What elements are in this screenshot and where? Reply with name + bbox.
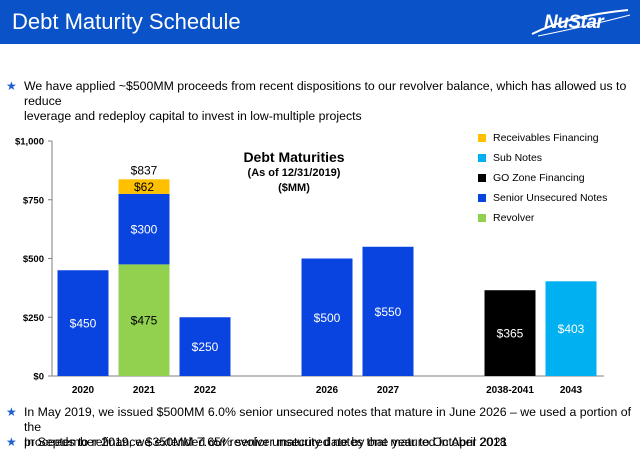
x-axis: 2020 2021 2022 2026 2027 2038-2041 2043 xyxy=(72,385,583,396)
y-tick-label: $750 xyxy=(23,195,44,206)
y-tick-label: $0 xyxy=(33,372,44,383)
bullet-star-icon: ★ xyxy=(6,405,17,419)
legend-swatch xyxy=(478,194,486,202)
x-tick-label: 2026 xyxy=(316,385,339,396)
chart-subtitle-date: (As of 12/31/2019) xyxy=(247,167,341,179)
chart-subtitle-units: ($MM) xyxy=(278,182,310,194)
legend-label: GO Zone Financing xyxy=(493,172,585,184)
x-tick-label: 2027 xyxy=(377,385,400,396)
bar-segment xyxy=(301,258,353,376)
bar-segment xyxy=(484,290,536,376)
chart-legend: Receivables Financing Sub Notes GO Zone Fi… xyxy=(478,128,607,228)
x-tick-label: 2043 xyxy=(560,385,583,396)
bar-segment xyxy=(179,317,231,376)
bullet-star-icon: ★ xyxy=(6,79,17,93)
legend-item: GO Zone Financing xyxy=(478,168,607,188)
bars xyxy=(57,179,597,376)
y-tick-label: $250 xyxy=(23,313,44,324)
bullet-star-icon: ★ xyxy=(6,435,17,449)
y-tick-label: $500 xyxy=(23,254,44,265)
logo-text: NuStar xyxy=(544,12,604,33)
bar-segment xyxy=(57,270,109,376)
legend-swatch xyxy=(478,174,486,182)
x-tick-label: 2038-2041 xyxy=(486,385,534,396)
legend-swatch xyxy=(478,214,486,222)
legend-label: Receivables Financing xyxy=(493,132,599,144)
legend-label: Senior Unsecured Notes xyxy=(493,192,608,204)
bar-value-label: $550 xyxy=(375,305,402,319)
nustar-logo: NuStar xyxy=(528,6,634,40)
bar-labels: $450 $475 $300 $62 $837 $250 $500 $550 $365 $403 xyxy=(70,163,585,354)
bullet-1: We have applied ~$500MM proceeds from re… xyxy=(24,79,627,123)
header-bar: Debt Maturity Schedule NuStar xyxy=(0,0,640,44)
bar-total-label: $837 xyxy=(131,163,158,177)
debt-maturities-chart: $0 $250 $500 $750 $1,000 $450 $475 $300 $62 $837… xyxy=(15,137,604,396)
chart-title: Debt Maturities xyxy=(243,149,345,165)
bullet-3: In September 2019, we extended our revol… xyxy=(24,435,508,449)
logo-swoosh-icon xyxy=(531,9,631,37)
bar-value-label: $500 xyxy=(314,311,341,325)
bar-value-label: $403 xyxy=(558,322,585,336)
legend-item: Receivables Financing xyxy=(478,128,607,148)
legend-item: Senior Unsecured Notes xyxy=(478,188,607,208)
legend-label: Sub Notes xyxy=(493,152,543,164)
bar-value-label: $365 xyxy=(497,327,524,341)
x-tick-label: 2021 xyxy=(133,385,156,396)
chart-title-block: Debt Maturities (As of 12/31/2019) ($MM) xyxy=(236,148,352,196)
bar-value-label: $300 xyxy=(131,223,158,237)
page-title: Debt Maturity Schedule xyxy=(12,9,241,34)
bar-segment xyxy=(118,179,170,194)
bar-value-label: $250 xyxy=(192,340,219,354)
legend-label: Revolver xyxy=(493,212,535,224)
bar-segment xyxy=(118,264,170,376)
x-tick-label: 2022 xyxy=(194,385,217,396)
bar-segment xyxy=(545,281,597,376)
bar-value-label: $475 xyxy=(131,314,158,328)
legend-swatch xyxy=(478,134,486,142)
y-tick-label: $1,000 xyxy=(15,137,44,148)
legend-item: Revolver xyxy=(478,208,607,228)
legend-item: Sub Notes xyxy=(478,148,607,168)
bullet-2: In May 2019, we issued $500MM 6.0% senio… xyxy=(24,405,632,449)
legend-swatch xyxy=(478,154,486,162)
bar-segment xyxy=(118,193,170,265)
bar-segment xyxy=(362,246,414,376)
bar-value-label: $450 xyxy=(70,317,97,331)
x-tick-label: 2020 xyxy=(72,385,95,396)
bar-value-label: $62 xyxy=(134,180,154,194)
